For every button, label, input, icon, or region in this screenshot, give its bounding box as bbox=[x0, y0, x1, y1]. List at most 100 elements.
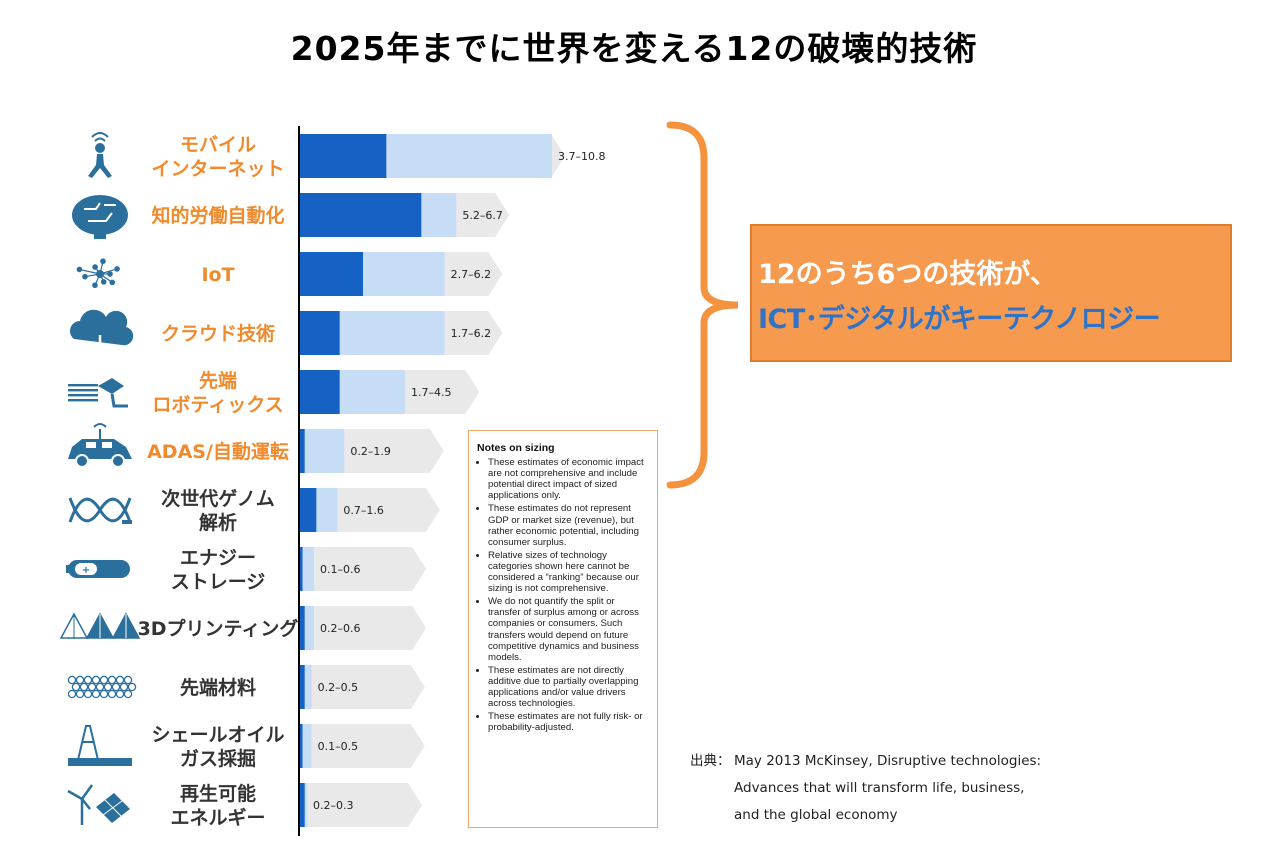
bar-row: 0.2–0.5 bbox=[300, 665, 425, 709]
callout-line-1: 12のうち6つの技術が、 bbox=[758, 259, 1057, 290]
bar-row: 0.2–0.3 bbox=[300, 783, 423, 827]
bar-value-label: 0.7–1.6 bbox=[343, 504, 384, 517]
bar-arrow bbox=[337, 488, 440, 532]
bar-low bbox=[300, 193, 422, 237]
category-label: クラウド技術 bbox=[161, 322, 275, 345]
chart-title: 2025年までに世界を変える12の破壊的技術 bbox=[290, 29, 978, 68]
category-label-line: IoT bbox=[201, 264, 234, 286]
bar-row: 5.2–6.7 bbox=[300, 193, 510, 237]
bar-high bbox=[300, 429, 345, 473]
bar-arrow bbox=[551, 134, 565, 178]
robot-arm-icon bbox=[68, 378, 128, 408]
svg-text:+: + bbox=[82, 565, 90, 576]
bar-row: 3.7–10.8 bbox=[300, 134, 606, 178]
bar-arrow bbox=[456, 193, 510, 237]
bar-arrow bbox=[307, 783, 423, 827]
bars: 3.7–10.8 5.2–6.7 2.7–6.2 1.7–6.2 1.7–4.5 0.2–… bbox=[300, 134, 606, 827]
autonomous-car-icon bbox=[68, 423, 132, 468]
bar-value-label: 0.2–0.3 bbox=[313, 799, 354, 812]
list-item: These estimates are not directly additiv… bbox=[488, 665, 649, 709]
callout-line-2: ICT･デジタルがキーテクノロジー bbox=[758, 304, 1161, 335]
source-lines: May 2013 McKinsey, Disruptive technologi… bbox=[734, 748, 1041, 829]
bar-row: 0.1–0.5 bbox=[300, 724, 425, 768]
notes-on-sizing-box: Notes on sizing These estimates of econo… bbox=[468, 430, 658, 828]
bar-row: 0.2–0.6 bbox=[300, 606, 427, 650]
orange-bracket bbox=[666, 121, 739, 489]
category-label-line: ロボティックス bbox=[152, 394, 283, 416]
bar-low bbox=[300, 665, 305, 709]
dna-icon bbox=[68, 497, 132, 524]
bar-low bbox=[300, 252, 363, 296]
bar-low bbox=[300, 606, 305, 650]
bar-arrow bbox=[405, 370, 480, 414]
battery-icon: + bbox=[66, 560, 130, 578]
bar-value-label: 0.1–0.6 bbox=[320, 563, 361, 576]
category-label-line: シェールオイル bbox=[151, 724, 284, 746]
bar-value-label: 3.7–10.8 bbox=[558, 150, 606, 163]
category-label: モバイルインターネット bbox=[151, 134, 284, 180]
category-label-line: クラウド技術 bbox=[161, 322, 275, 345]
bar-low bbox=[300, 370, 340, 414]
category-label-line: 知的労働自動化 bbox=[151, 204, 284, 227]
category-label-line: 3Dプリンティング bbox=[138, 617, 299, 640]
category-label-line: エネルギー bbox=[170, 807, 265, 829]
category-label-line: 次世代ゲノム bbox=[161, 487, 274, 510]
bar-value-label: 0.1–0.5 bbox=[318, 740, 359, 753]
category-label-line: ADAS/自動運転 bbox=[147, 440, 289, 463]
cloud-icon bbox=[70, 309, 134, 355]
pyramid-mesh-icon bbox=[59, 612, 141, 639]
bar-row: 0.7–1.6 bbox=[300, 488, 440, 532]
category-icons: + bbox=[59, 132, 141, 825]
category-label: 再生可能エネルギー bbox=[170, 782, 265, 829]
category-label: 次世代ゲノム解析 bbox=[161, 487, 274, 534]
bar-value-label: 2.7–6.2 bbox=[451, 268, 492, 281]
source-line: Advances that will transform life, busin… bbox=[734, 780, 1025, 796]
category-label: エナジーストレージ bbox=[171, 547, 266, 593]
category-label-line: エナジー bbox=[180, 547, 256, 569]
network-dots-icon bbox=[76, 258, 120, 289]
bar-high bbox=[300, 547, 314, 591]
drilling-rig-icon bbox=[68, 725, 132, 766]
bar-arrow bbox=[444, 311, 503, 355]
bar-low bbox=[300, 311, 340, 355]
bar-value-label: 0.2–0.5 bbox=[318, 681, 359, 694]
bar-arrow bbox=[311, 724, 425, 768]
bar-row: 0.2–1.9 bbox=[300, 429, 444, 473]
bar-low bbox=[300, 429, 305, 473]
source-prefix: 出典： bbox=[690, 753, 731, 769]
list-item: Relative sizes of technology categories … bbox=[488, 550, 649, 594]
bar-low bbox=[300, 488, 317, 532]
bar-arrow bbox=[314, 547, 427, 591]
bar-arrow bbox=[311, 665, 425, 709]
category-label-line: 解析 bbox=[199, 511, 237, 534]
notes-title: Notes on sizing bbox=[477, 442, 555, 454]
list-item: These estimates of economic impact are n… bbox=[488, 457, 649, 501]
wind-solar-icon bbox=[67, 784, 130, 825]
notes-list: These estimates of economic impact are n… bbox=[477, 457, 649, 733]
callout-box: 12のうち6つの技術が、 ICT･デジタルがキーテクノロジー bbox=[750, 224, 1232, 362]
bar-row: 0.1–0.6 bbox=[300, 547, 427, 591]
source-line: May 2013 McKinsey, Disruptive technologi… bbox=[734, 753, 1042, 769]
bar-value-label: 1.7–4.5 bbox=[411, 386, 452, 399]
bar-high bbox=[300, 665, 312, 709]
category-label-line: ガス採掘 bbox=[180, 747, 256, 770]
nanotube-icon bbox=[67, 675, 137, 699]
category-label-line: 再生可能 bbox=[180, 782, 256, 805]
brain-circuit-icon bbox=[72, 195, 128, 239]
category-label-line: モバイル bbox=[180, 134, 256, 156]
bar-arrow bbox=[344, 429, 444, 473]
walking-person-signal-icon bbox=[88, 132, 112, 178]
bar-low bbox=[300, 724, 303, 768]
category-label: 3Dプリンティング bbox=[138, 617, 299, 640]
bar-value-label: 1.7–6.2 bbox=[451, 327, 492, 340]
bar-low bbox=[300, 783, 305, 827]
bar-arrow bbox=[444, 252, 503, 296]
bar-high bbox=[300, 724, 312, 768]
bar-row: 1.7–6.2 bbox=[300, 311, 503, 355]
category-label: 知的労働自動化 bbox=[151, 204, 284, 227]
bar-low bbox=[300, 134, 387, 178]
bar-value-label: 0.2–0.6 bbox=[320, 622, 361, 635]
list-item: We do not quantify the split or transfer… bbox=[488, 596, 649, 663]
